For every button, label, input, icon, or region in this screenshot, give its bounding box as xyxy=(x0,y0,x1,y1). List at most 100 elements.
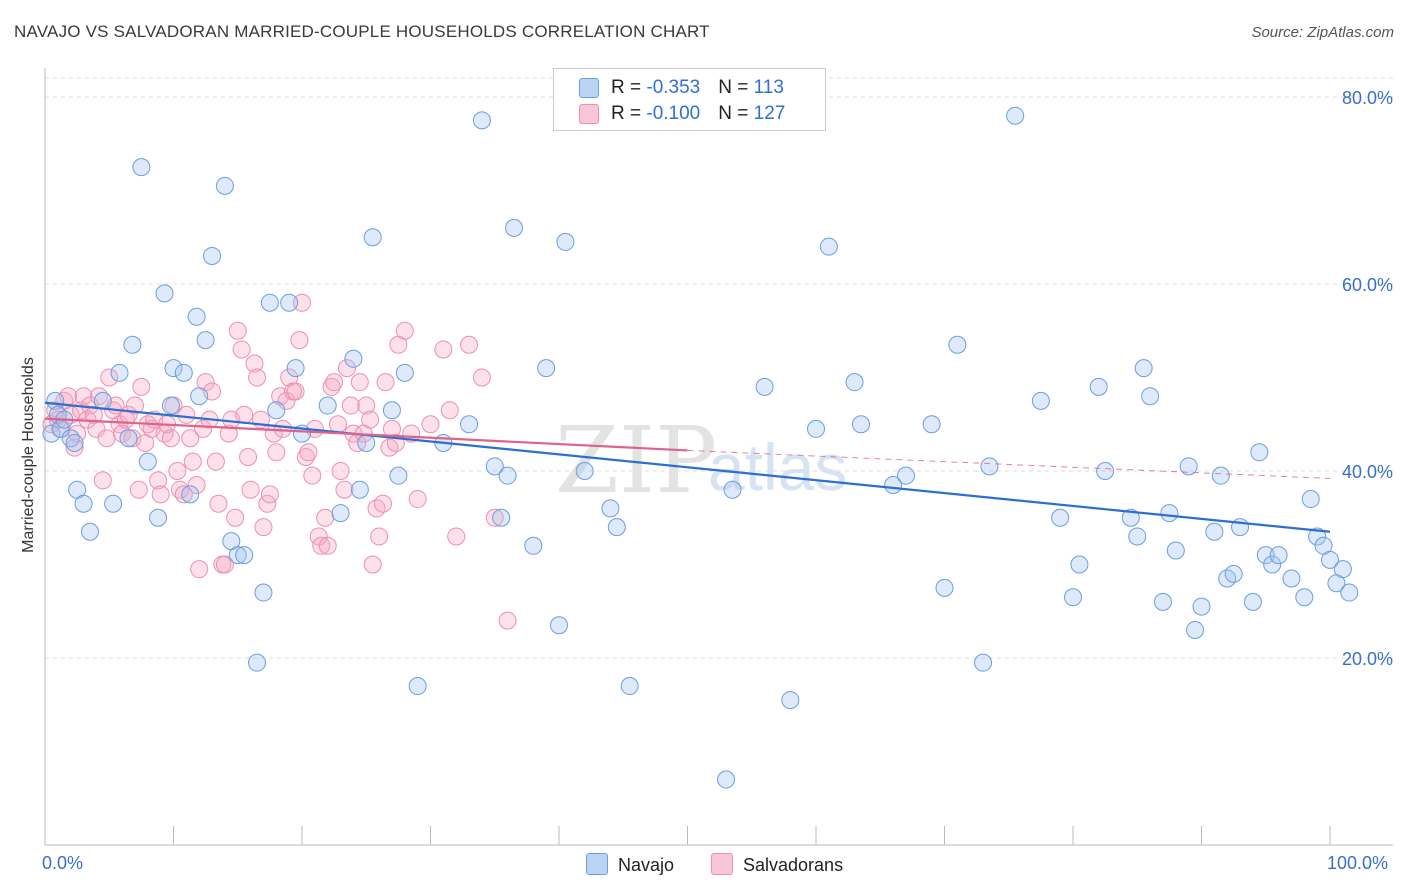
navajo-point xyxy=(350,480,369,499)
salvadoran-point xyxy=(97,429,116,448)
legend: R = -0.353 N = 113 R = -0.100 N = 127 xyxy=(553,68,826,131)
salvadoran-point xyxy=(190,560,209,579)
salvadoran-point xyxy=(277,391,296,410)
salvadoran-point xyxy=(215,555,234,574)
salvadoran-point xyxy=(84,405,103,424)
navajo-point xyxy=(723,480,742,499)
navajo-point xyxy=(524,536,543,555)
navajo-point xyxy=(235,546,254,565)
salvadoran-point xyxy=(312,536,331,555)
salvadoran-point xyxy=(228,321,247,340)
navajo-point xyxy=(123,335,142,354)
salvadoran-point xyxy=(395,321,414,340)
navajo-point xyxy=(104,494,123,513)
salvadoran-point xyxy=(100,368,119,387)
legend-navajo-text: R = -0.353 N = 113 xyxy=(611,77,784,98)
navajo-point xyxy=(1134,359,1153,378)
navajo-point xyxy=(215,176,234,195)
salvadoran-point xyxy=(93,471,112,490)
navajo-point xyxy=(819,237,838,256)
navajo-point xyxy=(717,770,736,789)
navajo-point xyxy=(1211,466,1230,485)
salvadoran-point xyxy=(318,536,337,555)
salvadoran-point xyxy=(286,382,305,401)
salvadoran-point xyxy=(129,480,148,499)
navajo-point xyxy=(1121,508,1140,527)
navajo-point xyxy=(607,518,626,537)
navajo-legend-swatch xyxy=(586,853,608,875)
source-label: Source: ZipAtlas.com xyxy=(1251,24,1394,41)
salvadoran-point xyxy=(337,359,356,378)
navajo-point xyxy=(1096,462,1115,480)
salvadoran-legend-swatch xyxy=(711,853,733,875)
navajo-point xyxy=(1301,490,1320,509)
navajo-point xyxy=(922,415,941,434)
navajo-point xyxy=(260,293,279,312)
salvadoran-points xyxy=(42,293,517,630)
salvadoran-point xyxy=(209,494,228,513)
watermark-zip: ZIP xyxy=(555,407,717,514)
navajo-point xyxy=(1205,522,1224,541)
salvadoran-point xyxy=(177,405,196,424)
navajo-point xyxy=(948,335,967,354)
salvadoran-point xyxy=(206,452,225,471)
navajo-point xyxy=(190,387,209,406)
navajo-point xyxy=(1224,564,1243,583)
salvadoran-point xyxy=(361,410,380,429)
navajo-point xyxy=(601,499,620,518)
navajo-point xyxy=(382,401,401,420)
bottom-legend-navajo: Navajo xyxy=(586,853,674,876)
navajo-point xyxy=(228,546,247,565)
navajo-point xyxy=(1064,588,1082,607)
navajo-point xyxy=(460,415,479,434)
chart-title: NAVAJO VS SALVADORAN MARRIED-COUPLE HOUS… xyxy=(14,22,710,41)
navajo-point xyxy=(980,457,999,476)
salvadoran-point xyxy=(363,555,382,574)
navajo-point xyxy=(1321,550,1339,569)
navajo-point xyxy=(1295,588,1314,607)
salvadoran-point xyxy=(498,611,517,630)
salvadoran-point xyxy=(248,368,267,387)
salvadoran-point xyxy=(65,438,84,457)
bottom-legend-salvadoran: Salvadorans xyxy=(711,853,843,876)
navajo-point xyxy=(1160,504,1179,523)
navajo-swatch xyxy=(579,78,599,98)
salvadoran-point xyxy=(408,490,427,509)
salvadoran-point xyxy=(235,405,254,424)
salvadoran-point xyxy=(316,508,335,527)
watermark: ZIP atlas xyxy=(555,407,847,514)
salvadoran-point xyxy=(350,373,369,392)
x-tick-min: 0.0% xyxy=(42,853,84,873)
navajo-point xyxy=(1089,377,1108,396)
navajo-point xyxy=(357,433,376,452)
salvadoran-point xyxy=(183,452,202,471)
navajo-point xyxy=(203,246,222,265)
navajo-point xyxy=(1269,546,1288,565)
navajo-point xyxy=(492,508,511,527)
navajo-point xyxy=(1031,391,1050,410)
salvadoran-point xyxy=(370,527,389,546)
salvadoran-point xyxy=(232,340,251,359)
navajo-point xyxy=(935,578,954,597)
salvadoran-point xyxy=(380,438,399,457)
navajo-point xyxy=(550,616,568,635)
navajo-point xyxy=(286,359,305,378)
salvadoran-point xyxy=(151,485,170,504)
salvadoran-point xyxy=(219,424,238,443)
navajo-point xyxy=(1308,527,1327,546)
navajo-point xyxy=(556,232,575,251)
watermark-atlas: atlas xyxy=(708,430,847,504)
salvadoran-point xyxy=(149,471,168,490)
salvadoran-trend-extension xyxy=(687,449,1331,479)
navajo-point xyxy=(93,391,112,410)
navajo-point xyxy=(781,691,800,710)
y-tick-label: 40.0% xyxy=(1342,462,1393,482)
navajo-point xyxy=(119,429,138,448)
navajo-point xyxy=(161,396,180,415)
navajo-point xyxy=(164,359,183,378)
salvadoran-point xyxy=(328,415,347,434)
navajo-point xyxy=(1218,569,1237,588)
salvadoran-point xyxy=(447,527,466,546)
salvadoran-point xyxy=(125,396,144,415)
navajo-point xyxy=(1166,541,1185,560)
